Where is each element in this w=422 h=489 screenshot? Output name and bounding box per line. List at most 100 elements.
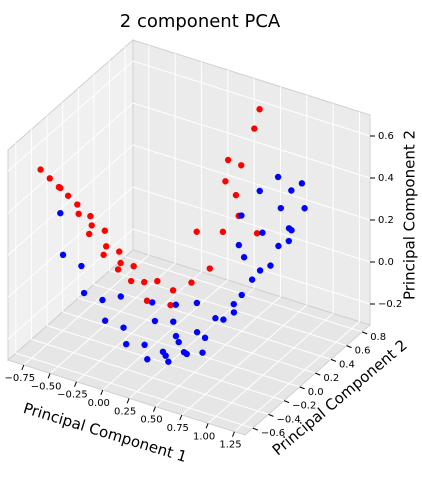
grid-line: [234, 111, 360, 433]
point: [130, 263, 137, 270]
point: [123, 340, 130, 348]
z-tick-label: −0.2: [378, 299, 402, 310]
point: [232, 191, 240, 199]
point: [57, 184, 64, 192]
grid-line: [93, 74, 332, 360]
point: [188, 279, 195, 286]
grid-line: [7, 228, 371, 340]
point: [102, 243, 110, 250]
point: [100, 251, 107, 259]
point: [159, 348, 167, 355]
point: [259, 229, 266, 236]
point: [116, 248, 123, 255]
grid-line: [7, 186, 371, 298]
point: [120, 324, 127, 331]
grid-line: [46, 115, 285, 402]
y-tick-label: 0.2: [323, 373, 339, 384]
point: [144, 356, 151, 363]
tick-mark: [268, 413, 274, 417]
grid-line: [49, 53, 176, 374]
y-tick-label: −0.2: [292, 401, 316, 412]
point: [88, 222, 95, 229]
point: [117, 293, 124, 300]
grid-line: [207, 103, 334, 424]
x-tick-label: 0.75: [167, 423, 189, 434]
x-tick-label: 1.00: [193, 431, 215, 442]
point: [199, 349, 206, 356]
point: [101, 317, 109, 324]
x-tick-label: −0.75: [4, 373, 35, 384]
grid-line: [7, 144, 371, 256]
point: [256, 106, 263, 113]
point: [151, 317, 159, 325]
point: [212, 315, 219, 322]
point: [267, 262, 274, 269]
point: [141, 278, 148, 286]
point: [230, 309, 238, 316]
point: [238, 212, 245, 219]
point: [240, 254, 248, 261]
point: [127, 277, 135, 285]
tick-mark: [205, 423, 209, 429]
point: [149, 299, 156, 306]
point: [220, 316, 227, 323]
z-tick-label: 0.2: [378, 215, 394, 226]
point: [85, 230, 93, 238]
z-tick-label: 0.0: [378, 257, 394, 268]
y-tick-label: −0.4: [276, 414, 300, 425]
y-tick-label: −0.6: [261, 428, 285, 439]
grid-line: [23, 45, 150, 366]
x-tick-label: 0.25: [114, 406, 136, 417]
labels: −0.75−0.50−0.250.00 0.25 0.50 0.75 1.00 1.25 −…: [4, 131, 402, 451]
point: [285, 225, 293, 232]
tick-mark: [74, 381, 77, 387]
chart-title: 2 component PCA: [120, 11, 281, 32]
point: [256, 187, 263, 195]
grid-line: [7, 60, 371, 172]
point: [288, 187, 295, 194]
point: [193, 299, 201, 307]
point: [80, 289, 88, 297]
tick-mark: [100, 389, 104, 396]
point: [117, 259, 124, 267]
y-tick-label: 0.6: [355, 346, 371, 357]
point: [301, 205, 308, 212]
tick-mark: [21, 364, 25, 371]
x-tick-label: −0.50: [31, 381, 62, 392]
grid-line: [102, 70, 229, 391]
point: [274, 173, 282, 181]
point: [275, 242, 282, 250]
tick-mark: [252, 427, 258, 431]
tick-mark: [47, 373, 51, 379]
grid-line: [62, 101, 300, 388]
point: [285, 237, 293, 245]
grid-line: [181, 95, 308, 416]
point: [141, 341, 148, 349]
x-tick-label: 0.50: [140, 415, 162, 426]
point: [57, 209, 64, 217]
tick-mark: [153, 406, 156, 412]
grid-line: [30, 129, 269, 415]
point: [224, 156, 232, 164]
point: [170, 318, 177, 325]
grid-line: [124, 46, 363, 333]
point: [298, 180, 306, 187]
grid-line: [77, 88, 316, 374]
point: [235, 241, 243, 249]
point: [167, 301, 174, 309]
grid-line: [76, 61, 202, 383]
point: [238, 291, 245, 299]
tick-mark: [126, 398, 130, 404]
point: [193, 329, 201, 336]
point: [230, 300, 237, 308]
tick-mark: [299, 386, 305, 390]
point: [175, 338, 182, 346]
point: [180, 348, 188, 356]
point: [219, 228, 227, 236]
point: [75, 210, 82, 218]
point: [64, 192, 72, 199]
point: [172, 301, 180, 308]
point: [154, 277, 161, 285]
z-axis-label: Principal Component 2: [401, 130, 419, 300]
